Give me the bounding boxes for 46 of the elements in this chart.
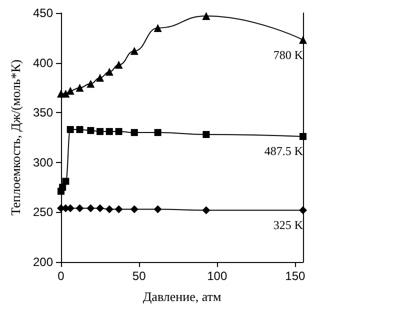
y-tick-label: 350: [32, 106, 54, 120]
point: [59, 184, 66, 191]
point: [86, 204, 95, 212]
y-tick-label: 250: [32, 205, 54, 220]
point: [62, 90, 70, 98]
point: [299, 206, 307, 214]
y-tick-label: 450: [32, 6, 54, 20]
point: [62, 178, 70, 185]
series-label: 780 K: [273, 48, 304, 62]
point: [130, 205, 138, 214]
point: [76, 126, 84, 134]
y-tick-label: 400: [32, 56, 54, 70]
point: [299, 36, 307, 44]
y-axis-title: Теплоемкость, Дж/(моль*К): [8, 60, 24, 216]
point: [96, 128, 104, 136]
point: [87, 127, 94, 134]
y-tick-label: 200: [32, 255, 54, 269]
x-tick-label: 50: [132, 269, 146, 283]
point: [154, 205, 162, 214]
point: [86, 80, 95, 88]
point: [202, 206, 210, 214]
point: [130, 46, 138, 55]
point: [154, 129, 162, 136]
point: [106, 128, 113, 136]
point: [76, 204, 84, 212]
series-label: 487.5 K: [264, 144, 304, 158]
point: [114, 60, 123, 69]
point: [154, 24, 162, 32]
point: [114, 205, 123, 214]
y-tick-label: 300: [32, 155, 54, 170]
series-label: 325 K: [273, 218, 304, 232]
x-axis-title: Давление, атм: [142, 289, 222, 304]
point: [202, 12, 210, 20]
point: [76, 84, 84, 92]
point: [202, 131, 210, 138]
point: [300, 133, 306, 140]
point: [105, 68, 114, 76]
point: [66, 126, 74, 134]
point: [96, 204, 104, 212]
x-tick-label: 0: [58, 269, 65, 283]
x-tick-label: 100: [207, 269, 228, 283]
point: [96, 74, 104, 82]
point: [105, 205, 114, 214]
point: [115, 128, 122, 136]
x-tick-label: 150: [285, 269, 306, 283]
point: [130, 129, 138, 136]
